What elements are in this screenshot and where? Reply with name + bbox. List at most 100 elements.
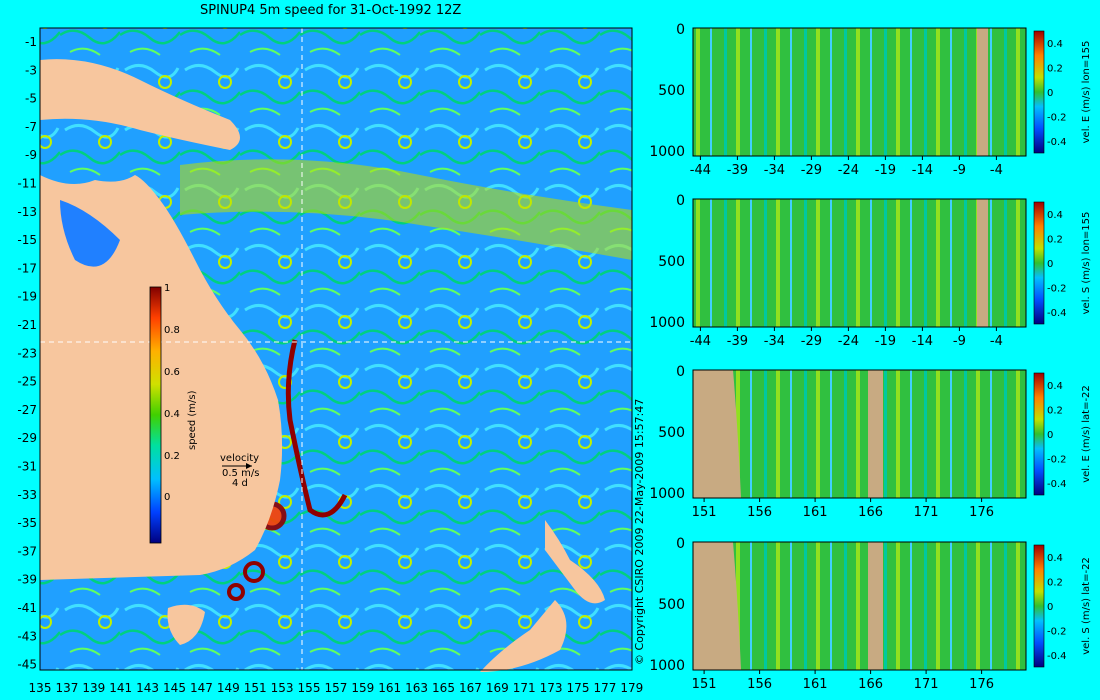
- lat-tick-label: -35: [17, 516, 37, 530]
- map-title: SPINUP4 5m speed for 31-Oct-1992 12Z: [200, 3, 462, 18]
- x-tick-label: -4: [990, 163, 1003, 178]
- section-land: [693, 370, 741, 498]
- section-panel: 0 500 1000 151 156 161 166 171 176 0.4 0.2 0 -0.2 -0.…: [649, 536, 1092, 692]
- lat-tick-label: -25: [17, 375, 37, 389]
- speed-colorbar-tick: 0.4: [164, 409, 180, 420]
- section-colorbar-tick: 0: [1047, 602, 1053, 613]
- lon-tick-label: 149: [217, 681, 240, 695]
- section-colorbar-tick: -0.4: [1047, 651, 1067, 662]
- lat-tick-label: -15: [17, 233, 37, 247]
- depth-tick-label: 0: [676, 22, 685, 38]
- lat-tick-label: -11: [17, 177, 37, 191]
- section-colorbar-tick: 0.4: [1047, 381, 1063, 392]
- lon-tick-label: 167: [459, 681, 482, 695]
- x-tick-label: 176: [969, 677, 994, 692]
- lat-tick-label: -31: [17, 460, 37, 474]
- lon-tick-label: 151: [244, 681, 267, 695]
- velocity-legend-speed: 0.5 m/s: [222, 468, 259, 479]
- section-frame: [692, 27, 1027, 157]
- section-field: [693, 199, 1026, 327]
- x-tick-label: 156: [747, 505, 772, 520]
- x-tick-label: -39: [727, 163, 748, 178]
- section-ylabel: vel. E (m/s) lat=-22: [1081, 385, 1092, 483]
- depth-tick-label: 1000: [649, 658, 685, 674]
- lon-tick-label: 171: [513, 681, 536, 695]
- lon-tick-label: 179: [620, 681, 643, 695]
- x-tick-label: -14: [912, 334, 933, 349]
- lat-tick-label: -7: [25, 120, 37, 134]
- x-tick-label: -19: [875, 163, 896, 178]
- section-land: [693, 542, 741, 670]
- x-tick-label: 171: [914, 505, 939, 520]
- x-tick-label: -44: [690, 163, 711, 178]
- map-land-new-zealand: [545, 520, 605, 604]
- lat-tick-label: -27: [17, 403, 37, 417]
- section-colorbar-tick: -0.2: [1047, 626, 1067, 637]
- section-field: [693, 542, 1026, 670]
- speed-colorbar-tick: 0: [164, 492, 170, 503]
- lon-tick-label: 173: [540, 681, 563, 695]
- section-panel: 0 500 1000 -44 -39 -34 -29 -24 -19 -14 -9 -4 0.4 0.2 0…: [649, 193, 1092, 349]
- section-land: [868, 370, 883, 498]
- map-jet-band: [180, 159, 632, 260]
- section-ylabel: vel. S (m/s) lon=155: [1081, 212, 1092, 315]
- lon-tick-label: 159: [351, 681, 374, 695]
- lat-tick-label: -37: [17, 544, 37, 558]
- lon-tick-label: 177: [593, 681, 616, 695]
- velocity-legend: velocity 0.5 m/s 4 d: [220, 453, 259, 489]
- x-tick-label: -24: [838, 334, 859, 349]
- lat-tick-label: -29: [17, 431, 37, 445]
- x-tick-label: -44: [690, 334, 711, 349]
- section-colorbar-tick: 0.2: [1047, 578, 1063, 589]
- map-gulf: [60, 200, 120, 267]
- lon-tick-label: 141: [109, 681, 132, 695]
- map-frame: [39, 27, 633, 671]
- lat-tick-label: -1: [25, 35, 37, 49]
- x-tick-label: -9: [953, 163, 966, 178]
- section-colorbar-tick: 0.4: [1047, 39, 1063, 50]
- lat-tick-label: -43: [17, 629, 37, 643]
- x-tick-label: 166: [858, 677, 883, 692]
- section-colorbar: [1033, 30, 1045, 154]
- section-colorbar-tick: 0.2: [1047, 235, 1063, 246]
- section-frame: [692, 541, 1027, 671]
- speed-map: [39, 27, 633, 672]
- depth-tick-label: 1000: [649, 486, 685, 502]
- section-colorbar-tick: 0.4: [1047, 553, 1063, 564]
- depth-tick-label: 1000: [649, 144, 685, 160]
- lon-tick-label: 153: [271, 681, 294, 695]
- speed-colorbar-tick: 0.8: [164, 325, 180, 336]
- speed-colorbar: 1 0.8 0.6 0.4 0.2 0 speed (m/s): [149, 283, 198, 544]
- section-colorbar: [1033, 372, 1045, 496]
- depth-tick-label: 500: [658, 425, 685, 441]
- section-field: [693, 28, 1026, 156]
- map-eddy: [243, 561, 265, 583]
- x-tick-label: -14: [912, 163, 933, 178]
- lon-tick-label: 155: [298, 681, 321, 695]
- arrowhead-icon: [246, 463, 252, 469]
- x-tick-label: 171: [914, 677, 939, 692]
- x-tick-label: -29: [801, 334, 822, 349]
- speed-colorbar-tick: 0.6: [164, 367, 180, 378]
- depth-tick-label: 0: [676, 364, 685, 380]
- lat-tick-label: -5: [25, 92, 37, 106]
- x-tick-label: 161: [803, 505, 828, 520]
- lat-tick-label: -21: [17, 318, 37, 332]
- lat-tick-label: -45: [17, 658, 37, 672]
- depth-tick-label: 0: [676, 536, 685, 552]
- section-colorbar-tick: 0: [1047, 430, 1053, 441]
- x-tick-label: 151: [692, 677, 717, 692]
- section-colorbar-tick: 0: [1047, 259, 1053, 270]
- speed-colorbar-label: speed (m/s): [187, 390, 198, 450]
- section-colorbar-tick: 0.2: [1047, 406, 1063, 417]
- x-tick-label: -29: [801, 163, 822, 178]
- lon-tick-label: 161: [378, 681, 401, 695]
- section-colorbar-tick: 0.4: [1047, 210, 1063, 221]
- x-tick-label: 166: [858, 505, 883, 520]
- section-colorbar-tick: -0.4: [1047, 479, 1067, 490]
- section-panel: 0 500 1000 151 156 161 166 171 176 0.4 0.2 0 -0.2 -0.…: [649, 364, 1092, 520]
- x-tick-label: -24: [838, 163, 859, 178]
- section-colorbar-tick: 0: [1047, 88, 1053, 99]
- x-tick-label: -34: [764, 334, 785, 349]
- x-tick-label: 156: [747, 677, 772, 692]
